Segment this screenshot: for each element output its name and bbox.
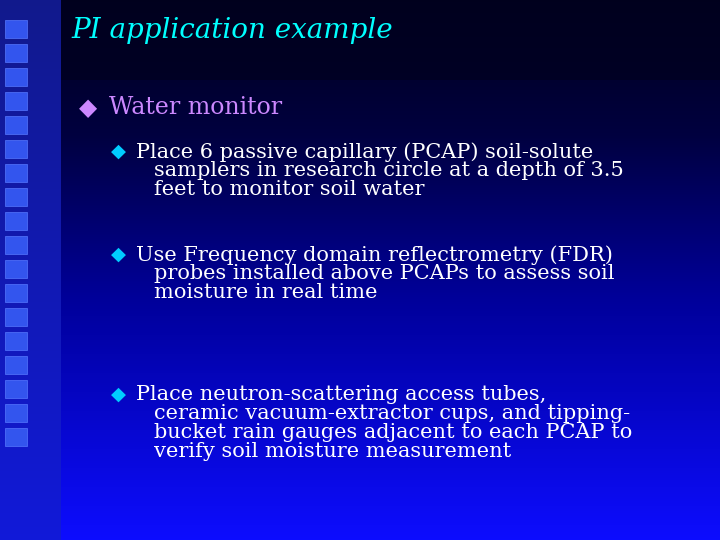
Bar: [61, 0, 720, 80]
Bar: [5, 380, 27, 398]
Text: PI application example: PI application example: [71, 17, 392, 44]
Text: ◆: ◆: [111, 142, 126, 161]
Text: verify soil moisture measurement: verify soil moisture measurement: [154, 442, 511, 461]
Bar: [5, 260, 27, 278]
Bar: [5, 356, 27, 374]
Bar: [5, 20, 27, 38]
Bar: [5, 332, 27, 350]
Text: Place neutron-scattering access tubes,: Place neutron-scattering access tubes,: [136, 385, 546, 404]
Text: bucket rain gauges adjacent to each PCAP to: bucket rain gauges adjacent to each PCAP…: [154, 423, 632, 442]
Bar: [5, 284, 27, 302]
Bar: [5, 428, 27, 446]
Text: Water monitor: Water monitor: [109, 97, 282, 119]
Text: ◆: ◆: [79, 96, 97, 120]
Text: samplers in research circle at a depth of 3.5: samplers in research circle at a depth o…: [154, 161, 624, 180]
Text: ◆: ◆: [111, 245, 126, 264]
Text: moisture in real time: moisture in real time: [154, 283, 377, 302]
Text: Use Frequency domain reflectrometry (FDR): Use Frequency domain reflectrometry (FDR…: [136, 245, 613, 265]
Bar: [5, 44, 27, 62]
Bar: [5, 188, 27, 206]
Bar: [5, 236, 27, 254]
Bar: [5, 212, 27, 230]
Text: feet to monitor soil water: feet to monitor soil water: [154, 180, 425, 199]
Bar: [5, 308, 27, 326]
Text: probes installed above PCAPs to assess soil: probes installed above PCAPs to assess s…: [154, 264, 614, 283]
Bar: [5, 404, 27, 422]
Bar: [5, 68, 27, 86]
Bar: [5, 116, 27, 134]
Text: ceramic vacuum-extractor cups, and tipping-: ceramic vacuum-extractor cups, and tippi…: [154, 404, 630, 423]
Bar: [5, 140, 27, 158]
Bar: [5, 92, 27, 110]
Bar: [5, 164, 27, 182]
Text: ◆: ◆: [111, 385, 126, 404]
Text: Place 6 passive capillary (PCAP) soil-solute: Place 6 passive capillary (PCAP) soil-so…: [136, 142, 593, 161]
